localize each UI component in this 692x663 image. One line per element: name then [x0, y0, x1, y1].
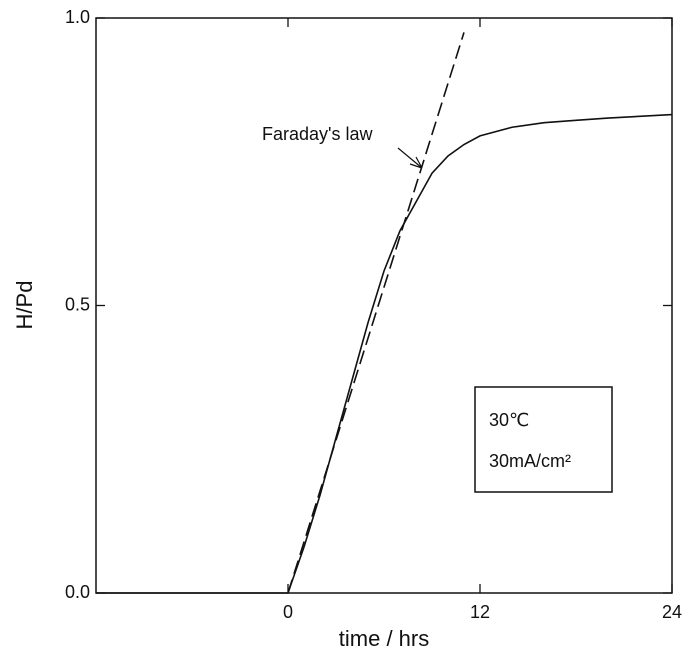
- y-tick-label: 0.5: [65, 294, 90, 314]
- plot-frame: [95, 17, 673, 594]
- y-axis-title: H/Pd: [12, 281, 37, 330]
- x-tick-label: 24: [662, 602, 682, 622]
- annotation-arrowhead: [409, 156, 423, 169]
- data-line: [96, 113, 673, 594]
- x-tick-label: 12: [470, 602, 490, 622]
- y-tick-label: 0.0: [65, 582, 90, 602]
- annotation-arrow: [397, 147, 423, 169]
- annotation: 30mA/cm²: [489, 451, 571, 471]
- data-line: [287, 32, 465, 594]
- x-tick-label: 0: [283, 602, 293, 622]
- annotation: Faraday's law: [262, 124, 373, 144]
- x-axis-title: time / hrs: [339, 626, 429, 651]
- condition-box: [474, 386, 613, 493]
- annotation: 30℃: [489, 410, 529, 430]
- y-tick-label: 1.0: [65, 7, 90, 27]
